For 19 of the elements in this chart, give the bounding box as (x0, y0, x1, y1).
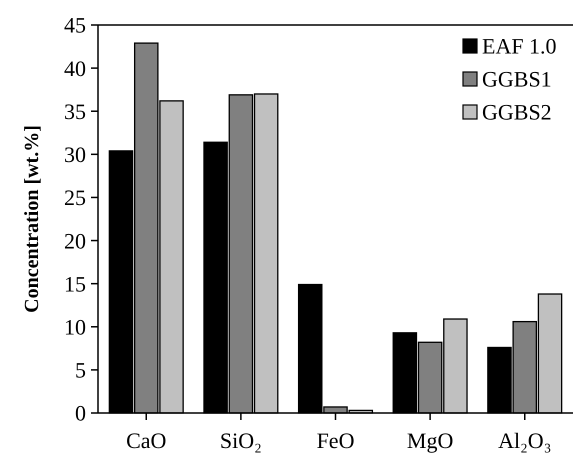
legend-label: GGBS1 (482, 66, 552, 92)
y-tick-label: 5 (75, 358, 86, 383)
y-tick-label: 45 (64, 12, 86, 38)
y-tick-label: 30 (64, 142, 86, 168)
y-tick-label: 35 (64, 98, 86, 124)
y-axis-title: Concentration [wt.%] (21, 125, 43, 313)
x-tick-label: CaO (126, 428, 166, 453)
x-tick-label: Al₂O₃ (498, 428, 552, 453)
y-tick-label: 20 (64, 228, 86, 254)
legend-label: GGBS2 (482, 100, 552, 125)
y-tick-label: 15 (64, 271, 86, 296)
x-tick-label: FeO (316, 428, 354, 453)
y-tick-label: 40 (64, 56, 86, 81)
legend-label: EAF 1.0 (482, 34, 557, 59)
x-tick-label: MgO (406, 428, 454, 453)
y-tick-label: 10 (64, 314, 86, 340)
y-tick-label: 0 (75, 400, 86, 426)
y-tick-label: 25 (64, 185, 86, 210)
x-tick-label: SiO₂ (220, 428, 262, 453)
